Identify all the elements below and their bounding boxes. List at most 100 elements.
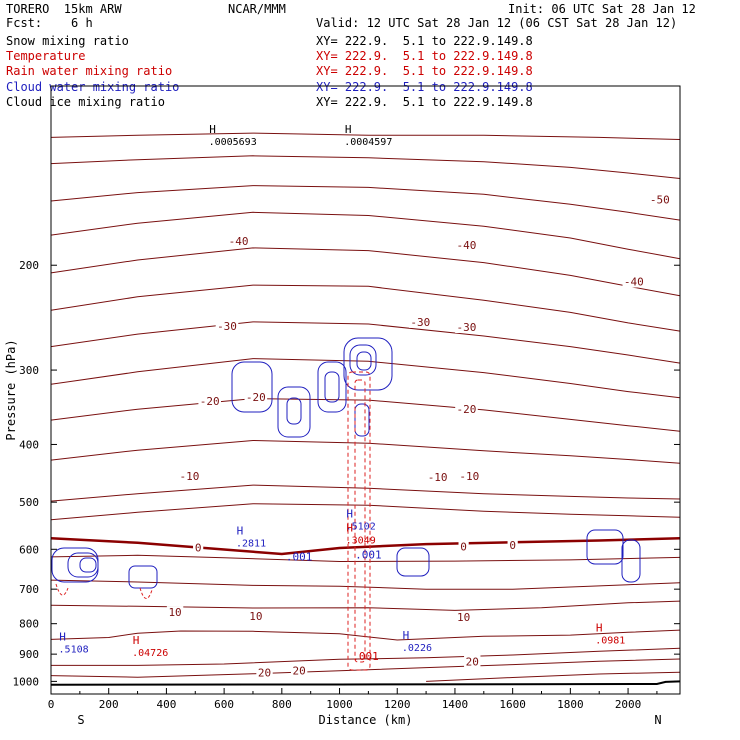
- legend-label-temperature: Temperature: [6, 49, 86, 63]
- contour-label-bg: [455, 321, 478, 334]
- contour-label: -10: [459, 470, 479, 483]
- cloud-water-contour: [317, 361, 347, 413]
- contour-label-bg: [256, 666, 273, 679]
- cloud-water-contour: [354, 403, 370, 437]
- contour-label: -20: [457, 403, 477, 416]
- cloud-water-contour: [396, 547, 430, 577]
- y-tick-label: 500: [19, 496, 39, 509]
- cloud-water-contour: [586, 529, 624, 565]
- max-marker-value: .5102: [346, 522, 376, 533]
- contour-label: -50: [650, 193, 670, 206]
- y-tick-label: 600: [19, 543, 39, 556]
- isotherm-line: [50, 247, 681, 297]
- cloud-water-contour: [356, 351, 372, 371]
- max-marker-symbol: H: [133, 634, 140, 647]
- contour-label: -20: [200, 395, 220, 408]
- max-marker-symbol: H: [209, 123, 216, 136]
- header-fcst: Fcst: 6 h: [6, 16, 93, 30]
- isotherm-line: [50, 155, 681, 179]
- y-tick-label: 400: [19, 438, 39, 451]
- cloud-water-contour: [349, 344, 377, 376]
- contour-label-bg: [247, 609, 265, 622]
- cloud-water-contour: [277, 386, 311, 438]
- rain-contour: [354, 379, 366, 663]
- rain-water-layer: [55, 371, 371, 671]
- rain-contour: [347, 371, 371, 671]
- contour-label-bg: [458, 540, 469, 553]
- x-tick-label: 200: [99, 698, 119, 711]
- header-valid: Valid: 12 UTC Sat 28 Jan 12 (06 CST Sat …: [316, 16, 678, 30]
- isotherm-line: [50, 600, 681, 611]
- max-marker-value: .0005693: [209, 137, 257, 148]
- y-tick-label: 900: [19, 648, 39, 661]
- contour-label-bg: [244, 391, 268, 404]
- contour-label-bg: [426, 471, 449, 484]
- legend-xy-snow: XY= 222.9. 5.1 to 222.9.149.8: [316, 34, 533, 48]
- isotherm-line: [50, 321, 681, 364]
- legend-xy-cloud-ice: XY= 222.9. 5.1 to 222.9.149.8: [316, 95, 533, 109]
- contour-value-label: .001: [355, 549, 382, 562]
- max-marker-symbol: H: [346, 521, 353, 534]
- max-marker-symbol: H: [403, 629, 410, 642]
- x-tick-label: 0: [48, 698, 55, 711]
- isotherm-line: [50, 398, 681, 432]
- cloud-water-layer: [51, 337, 641, 589]
- contour-label: 10: [249, 610, 262, 623]
- x-tick-label: 1000: [326, 698, 353, 711]
- max-marker-value: .5108: [59, 645, 89, 656]
- header-model: TORERO 15km ARW: [6, 2, 122, 16]
- isotherm-line: [50, 211, 681, 260]
- contour-label: -40: [624, 276, 644, 289]
- contour-label-bg: [409, 315, 432, 328]
- cloud-water-contour: [324, 371, 340, 403]
- cloud-water-contour: [286, 397, 302, 425]
- cloud-water-contour: [343, 337, 393, 391]
- contour-label: -30: [457, 321, 477, 334]
- x-axis-end-label-right: N: [654, 713, 661, 727]
- contour-label: -20: [246, 391, 266, 404]
- contour-label-bg: [290, 664, 308, 677]
- contour-label-bg: [178, 470, 201, 483]
- legend-label-cloud-ice: Cloud ice mixing ratio: [6, 95, 165, 109]
- x-tick-label: 1400: [442, 698, 469, 711]
- x-axis-label: Distance (km): [319, 713, 413, 727]
- x-tick-label: 1600: [499, 698, 526, 711]
- legend-label-snow: Snow mixing ratio: [6, 34, 129, 48]
- x-tick-label: 2000: [615, 698, 642, 711]
- contour-label-bg: [455, 611, 472, 624]
- max-marker-symbol: H: [346, 508, 353, 521]
- x-tick-label: 400: [156, 698, 176, 711]
- cloud-water-contour: [67, 552, 99, 578]
- cloud-water-contour: [79, 557, 97, 573]
- contour-label: 10: [168, 606, 181, 619]
- contour-label: -40: [229, 235, 249, 248]
- max-marker-value: .0004597: [344, 137, 392, 148]
- contour-value-label: .001: [352, 650, 379, 663]
- max-marker-symbol: H: [345, 123, 352, 136]
- x-tick-label: 1800: [557, 698, 584, 711]
- contour-label: 0: [460, 541, 467, 554]
- contour-label: -10: [180, 470, 200, 483]
- freezing-isotherm-line: [50, 537, 681, 556]
- labels-layer: -50 -40 -40 -40 -30 -30 -30 -20 -20 -20 -10 -10 -10 0…: [59, 123, 672, 680]
- isotherm-line: [50, 358, 681, 399]
- contour-label-bg: [458, 470, 481, 483]
- cloud-water-contour: [231, 361, 273, 413]
- contour-value-label: .001: [286, 550, 313, 563]
- rain-contour: [139, 587, 153, 599]
- isotherm-line: [50, 284, 681, 332]
- isotherm-line: [51, 647, 681, 666]
- legend-xy-temperature: XY= 222.9. 5.1 to 222.9.149.8: [316, 49, 533, 63]
- contour-label-bg: [648, 193, 672, 206]
- contour-label-bg: [507, 538, 518, 551]
- contour-label: 20: [258, 667, 271, 680]
- x-tick-label: 1200: [384, 698, 411, 711]
- contour-label: 0: [509, 539, 516, 552]
- max-marker-value: .0981: [595, 636, 625, 647]
- max-marker-symbol: H: [596, 622, 603, 635]
- isotherm-line: [50, 439, 681, 464]
- isotherm-layer: [50, 132, 681, 686]
- contour-label: 10: [457, 611, 470, 624]
